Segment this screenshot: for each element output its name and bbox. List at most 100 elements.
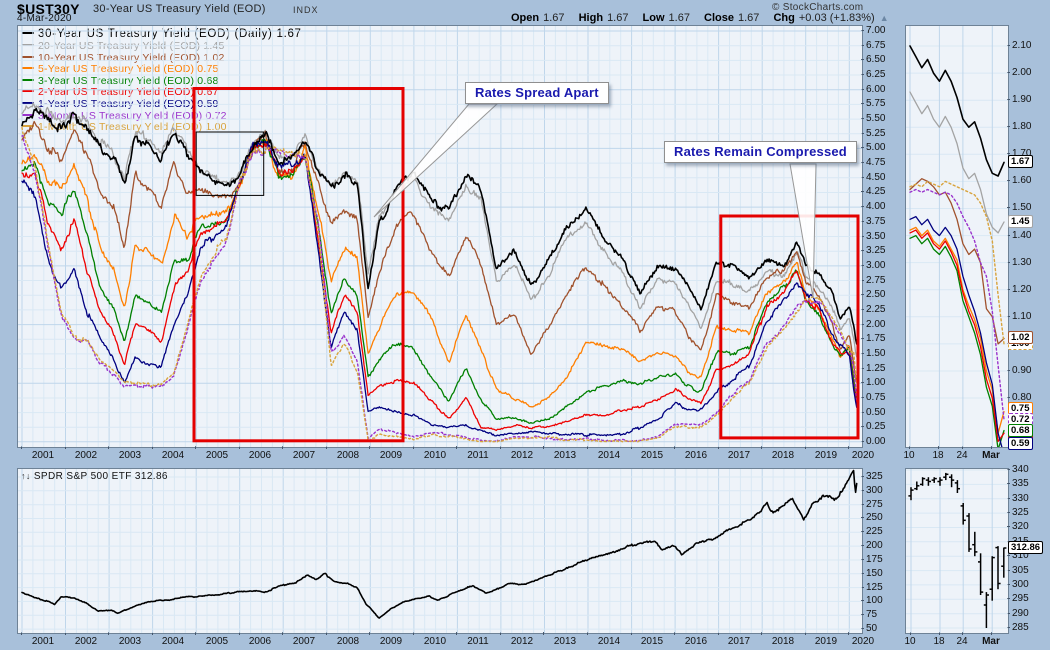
y-axis-tick-label: 330 bbox=[1012, 493, 1029, 504]
ohlc-bars bbox=[908, 472, 1007, 628]
yields-x-axis: 2001 2002 2003 2004 2005 2006 2007 2008 2009 2010… bbox=[17, 446, 887, 466]
yields-recent-mini-panel bbox=[905, 25, 1009, 448]
y-axis-tick-label: 3.25 bbox=[866, 245, 886, 256]
series-SPDR S&P 500 ETF bbox=[21, 469, 858, 619]
y-axis-tick-label: 2.00 bbox=[1012, 67, 1032, 78]
x-axis-tick-label: 2009 bbox=[379, 450, 403, 461]
axis-tick bbox=[861, 441, 864, 442]
y-axis-tick-label: 2.00 bbox=[866, 319, 886, 330]
treasury-yields-chart-panel: 30-Year US Treasury Yield (EOD) (Daily) … bbox=[17, 25, 863, 448]
spx-chart bbox=[18, 469, 862, 633]
price-tag: 312.86 bbox=[1008, 541, 1044, 554]
axis-tick bbox=[861, 147, 864, 148]
axis-tick bbox=[910, 632, 911, 635]
legend-item: 30-Year US Treasury Yield (EOD) (Daily) … bbox=[22, 27, 302, 41]
axis-tick bbox=[938, 446, 939, 449]
low-label: Low bbox=[642, 12, 665, 24]
series-2-Year US Treasury Yield (EOD) bbox=[21, 142, 858, 432]
x-axis-tick-label: 24 bbox=[956, 450, 968, 461]
legend-swatch bbox=[22, 113, 34, 116]
axis-tick bbox=[861, 206, 864, 207]
series-3-Year bbox=[909, 234, 1005, 447]
x-axis-tick-label: 2008 bbox=[336, 450, 360, 461]
y-axis-tick-label: 305 bbox=[1012, 565, 1029, 576]
axis-tick bbox=[1007, 180, 1010, 181]
series-1-Month bbox=[909, 180, 1005, 345]
x-axis-tick-label: 2016 bbox=[684, 636, 708, 647]
x-axis-tick-label: 2019 bbox=[814, 636, 838, 647]
axis-tick bbox=[861, 353, 864, 354]
y-axis-tick-label: 290 bbox=[1012, 608, 1029, 619]
x-axis-tick-label: 2020 bbox=[851, 636, 875, 647]
axis-tick bbox=[861, 382, 864, 383]
rates-compressed-highlight bbox=[719, 214, 860, 440]
series-30-Year bbox=[909, 45, 1005, 177]
y-axis-tick-label: 5.00 bbox=[866, 142, 886, 153]
axis-tick bbox=[861, 103, 864, 104]
spx-recent-mini-panel bbox=[905, 468, 1009, 634]
x-axis-tick-label: 2006 bbox=[248, 450, 272, 461]
y-axis-tick-label: 3.00 bbox=[866, 260, 886, 271]
axis-tick bbox=[861, 338, 864, 339]
spx-mini-x-axis: 10 18 24 Mar bbox=[904, 632, 1045, 650]
y-axis-tick-label: 310 bbox=[1012, 550, 1029, 561]
axis-tick bbox=[1007, 598, 1010, 599]
change-label: Chg bbox=[773, 12, 795, 24]
axis-tick bbox=[1007, 262, 1010, 263]
x-axis-tick-label: 2001 bbox=[31, 450, 55, 461]
axis-tick bbox=[239, 632, 240, 635]
axis-tick bbox=[282, 446, 283, 449]
axis-tick bbox=[861, 397, 864, 398]
axis-tick bbox=[718, 446, 719, 449]
x-axis-tick-label: Mar bbox=[982, 636, 1000, 647]
y-axis-tick-label: 1.75 bbox=[866, 333, 886, 344]
x-axis-tick-label: 2016 bbox=[684, 450, 708, 461]
axis-tick bbox=[861, 133, 864, 134]
axis-tick bbox=[369, 446, 370, 449]
axis-tick bbox=[861, 30, 864, 31]
legend-label: 20-Year US Treasury Yield (EOD) 1.45 bbox=[38, 40, 225, 52]
x-axis-tick-label: 2010 bbox=[423, 636, 447, 647]
axis-tick bbox=[805, 632, 806, 635]
x-axis-tick-label: 2002 bbox=[74, 636, 98, 647]
axis-tick bbox=[991, 632, 992, 635]
up-arrow-icon: ▲ bbox=[879, 13, 889, 23]
x-axis-tick-label: 2014 bbox=[597, 636, 621, 647]
yield-series bbox=[909, 45, 1005, 447]
x-axis-tick-label: 2020 bbox=[851, 450, 875, 461]
axis-tick bbox=[21, 446, 22, 449]
axis-tick bbox=[1007, 498, 1010, 499]
legend-swatch bbox=[22, 44, 34, 46]
y-axis-tick-label: 4.50 bbox=[866, 172, 886, 183]
y-axis-tick-label: 300 bbox=[1012, 579, 1029, 590]
x-axis-tick-label: 2003 bbox=[118, 450, 142, 461]
series-3-Year US Treasury Yield (EOD) bbox=[21, 138, 858, 424]
x-axis-tick-label: 2019 bbox=[814, 450, 838, 461]
y-axis-tick-label: 175 bbox=[866, 554, 883, 565]
axis-tick bbox=[861, 517, 864, 518]
y-axis-tick-label: 225 bbox=[866, 526, 883, 537]
axis-tick bbox=[861, 587, 864, 588]
axis-tick bbox=[326, 446, 327, 449]
chart-title: 30-Year US Treasury Yield (EOD) bbox=[93, 3, 266, 15]
axis-tick bbox=[456, 446, 457, 449]
axis-tick bbox=[152, 446, 153, 449]
legend-label: 10-Year US Treasury Yield (EOD) 1.02 bbox=[38, 51, 225, 64]
axis-tick bbox=[861, 59, 864, 60]
y-axis-tick-label: 0.25 bbox=[866, 421, 886, 432]
axis-tick bbox=[108, 446, 109, 449]
y-axis-tick-label: 200 bbox=[866, 540, 883, 551]
legend-item: 5-Year US Treasury Yield (EOD) 0.75 bbox=[22, 63, 302, 76]
legend-swatch bbox=[22, 32, 34, 34]
axis-tick bbox=[991, 446, 992, 449]
axis-tick bbox=[1007, 370, 1010, 371]
axis-tick bbox=[861, 324, 864, 325]
series-5-Year US Treasury Yield (EOD) bbox=[21, 139, 858, 408]
x-axis-tick-label: 2007 bbox=[292, 636, 316, 647]
legend-item: 1-Month US Treasury Yield (EOD) 1.00 bbox=[22, 121, 302, 134]
legend-item: 2-Year US Treasury Yield (EOD) 0.67 bbox=[22, 87, 302, 99]
y-axis-tick-label: 1.60 bbox=[1012, 175, 1032, 186]
series-1-Year bbox=[909, 215, 1003, 447]
y-axis-tick-label: 5.25 bbox=[866, 128, 886, 139]
axis-tick bbox=[1007, 316, 1010, 317]
